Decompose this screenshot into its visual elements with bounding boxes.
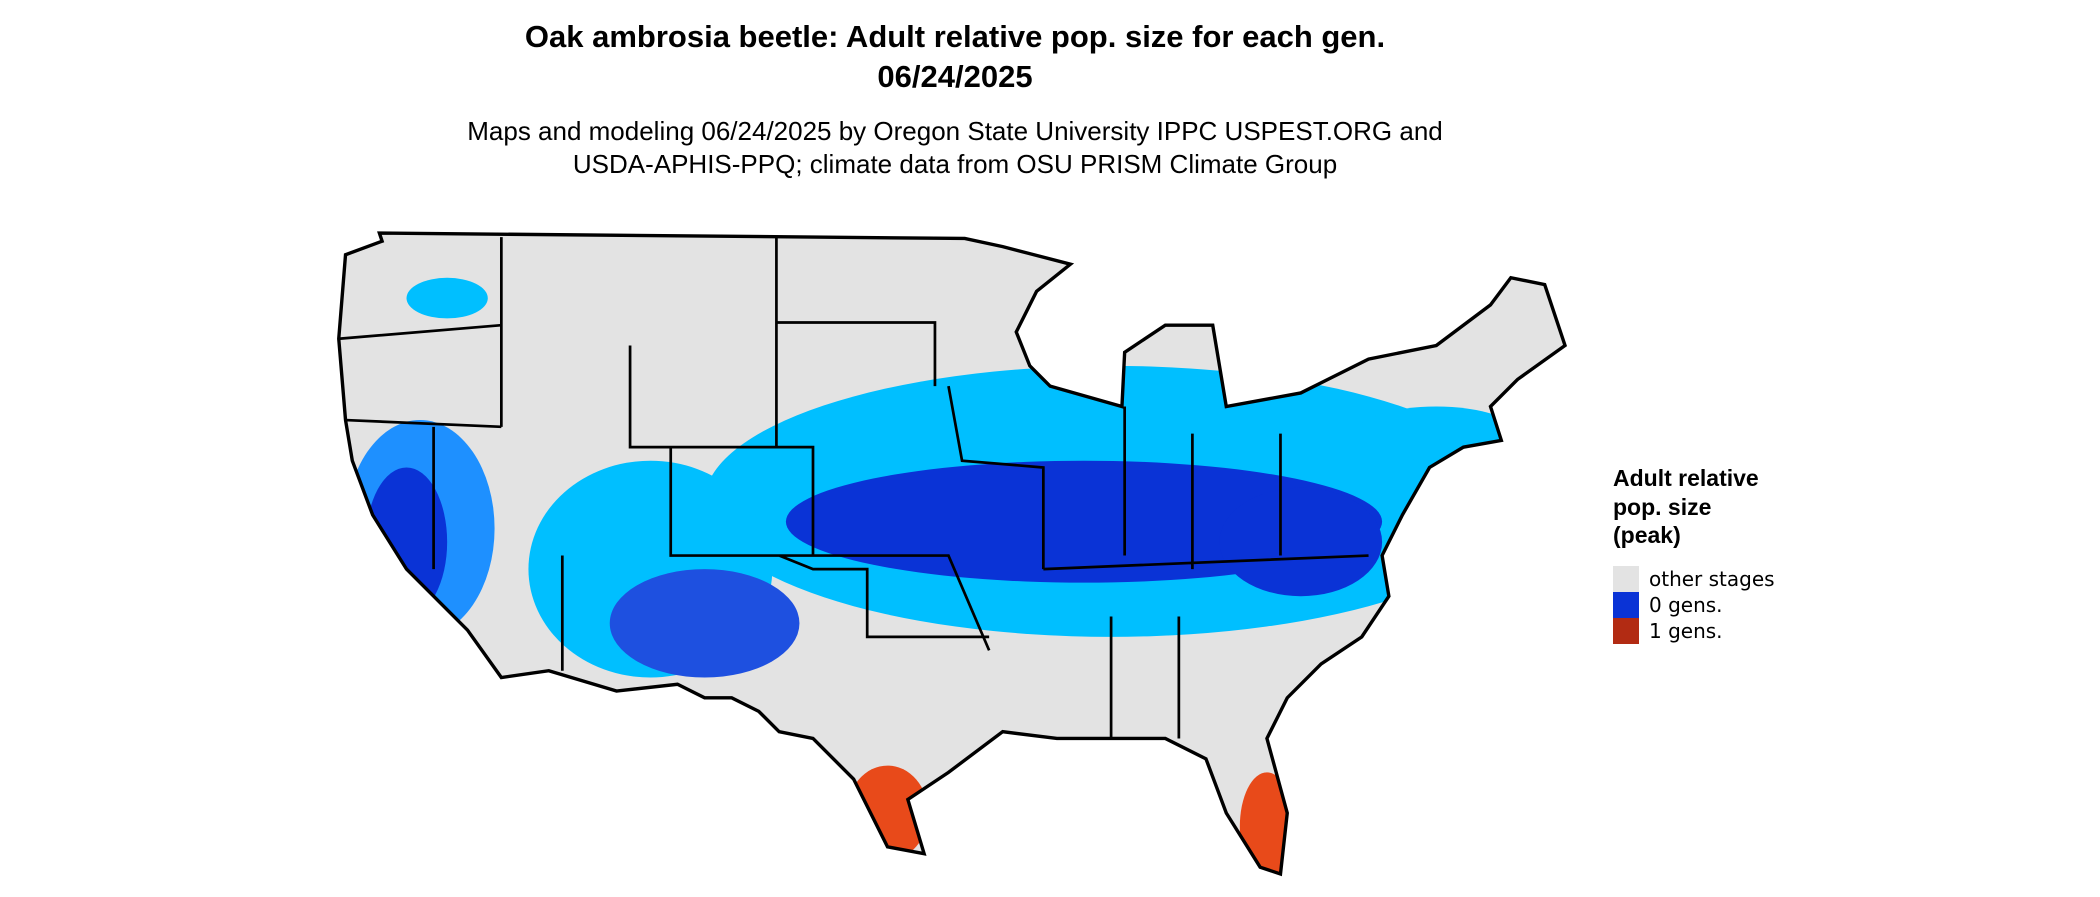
- legend: Adult relative pop. size (peak) other st…: [1613, 465, 1775, 644]
- legend-title: Adult relative: [1613, 465, 1759, 491]
- legend-swatch: [1613, 566, 1639, 592]
- subtitle: USDA-APHIS-PPQ; climate data from OSU PR…: [573, 149, 1337, 179]
- model-surface: [345, 277, 1518, 874]
- state-borders: [337, 231, 1567, 876]
- legend-label: 1 gens.: [1649, 619, 1723, 643]
- legend-label: 0 gens.: [1649, 593, 1723, 617]
- subtitle: Maps and modeling 06/24/2025 by Oregon S…: [467, 116, 1443, 146]
- legend-label: other stages: [1649, 567, 1775, 591]
- title-date: 06/24/2025: [877, 59, 1032, 94]
- legend-swatch: [1613, 618, 1639, 644]
- legend-swatch: [1613, 592, 1639, 618]
- title: Oak ambrosia beetle: Adult relative pop.…: [525, 19, 1385, 54]
- legend-title: (peak): [1613, 522, 1681, 548]
- us-map: [337, 231, 1567, 876]
- legend-title: pop. size: [1613, 494, 1711, 520]
